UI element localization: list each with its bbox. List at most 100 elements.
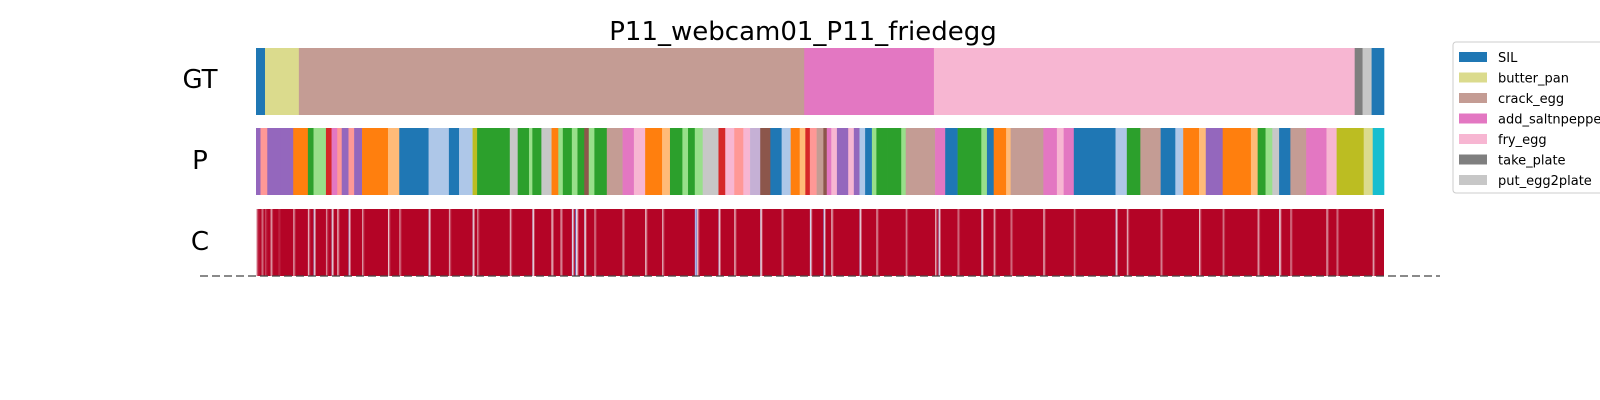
confidence-stripe-140 [735, 209, 737, 276]
confidence-stripe-133 [698, 209, 700, 276]
gt-segment-4 [933, 48, 1355, 115]
confidence-stripe-80 [509, 209, 511, 276]
confidence-stripe-168 [877, 209, 879, 276]
confidence-stripe-42 [332, 209, 334, 276]
confidence-stripe-23 [280, 209, 282, 276]
p-segment-97 [1306, 128, 1327, 195]
confidence-stripe-205 [1075, 209, 1077, 276]
confidence-stripe-139 [734, 209, 736, 276]
gt-row [256, 48, 1385, 115]
confidence-stripe-116 [623, 209, 625, 276]
confidence-stripe-165 [861, 209, 862, 276]
confidence-stripe-209 [1117, 209, 1118, 276]
confidence-stripe-69 [449, 209, 451, 276]
confidence-stripe-25 [293, 209, 295, 276]
p-segment-34 [606, 128, 623, 195]
confidence-stripe-159 [831, 209, 833, 276]
confidence-stripe-175 [935, 209, 937, 276]
confidence-stripe-19 [272, 209, 274, 276]
confidence-stripe-43 [333, 209, 335, 276]
confidence-stripe-103 [576, 209, 578, 276]
confidence-stripe-247 [1373, 209, 1375, 276]
p-segment-8 [331, 128, 338, 195]
confidence-stripe-45 [337, 209, 339, 276]
gt-segment-3 [804, 48, 935, 115]
confidence-stripe-120 [646, 209, 648, 276]
p-segment-71 [945, 128, 958, 195]
confidence-stripe-195 [1011, 209, 1012, 276]
confidence-stripe-65 [429, 209, 430, 276]
legend-label-0: SIL [1498, 51, 1518, 66]
confidence-stripe-127 [695, 209, 697, 276]
confidence-stripe-162 [859, 209, 861, 276]
confidence-stripe-86 [533, 209, 535, 276]
gt-segment-5 [1354, 48, 1363, 115]
confidence-stripe-52 [362, 209, 363, 276]
p-segment-17 [448, 128, 460, 195]
confidence-stripe-182 [957, 209, 959, 276]
confidence-stripe-183 [958, 209, 959, 276]
confidence-stripe-177 [936, 209, 938, 276]
confidence-stripe-228 [1258, 209, 1260, 276]
confidence-stripe-181 [940, 209, 941, 276]
confidence-stripe-197 [1012, 209, 1014, 276]
p-segment-19 [472, 128, 478, 195]
confidence-stripe-29 [308, 209, 310, 276]
confidence-stripe-145 [761, 209, 763, 276]
confidence-stripe-167 [876, 209, 878, 276]
p-segment-67 [887, 128, 902, 195]
confidence-stripe-122 [662, 209, 663, 276]
confidence-stripe-216 [1161, 209, 1163, 276]
confidence-stripe-212 [1127, 209, 1129, 276]
confidence-stripe-234 [1290, 209, 1292, 276]
confidence-stripe-226 [1257, 209, 1259, 276]
confidence-stripe-83 [511, 209, 513, 276]
confidence-stripe-32 [313, 209, 315, 276]
p-segment-32 [588, 128, 595, 195]
confidence-stripe-49 [349, 209, 350, 276]
confidence-stripe-24 [293, 209, 294, 276]
p-segment-27 [558, 128, 564, 195]
confidence-stripe-112 [595, 209, 597, 276]
confidence-stripe-137 [720, 209, 721, 276]
confidence-stripe-94 [561, 209, 563, 276]
confidence-stripe-176 [936, 209, 937, 276]
confidence-stripe-51 [350, 209, 351, 276]
row-label-c: C [191, 227, 209, 257]
confidence-stripe-110 [594, 209, 596, 276]
confidence-stripe-156 [824, 209, 826, 276]
legend-swatch-4 [1459, 134, 1487, 144]
confidence-stripe-114 [622, 209, 624, 276]
confidence-stripe-208 [1116, 209, 1118, 276]
confidence-stripe-217 [1162, 209, 1164, 276]
confidence-stripe-113 [596, 209, 597, 276]
confidence-stripe-75 [474, 209, 476, 276]
p-segment-44 [718, 128, 726, 195]
confidence-stripe-249 [1374, 209, 1376, 276]
confidence-stripe-68 [448, 209, 450, 276]
p-segment-2 [267, 128, 282, 195]
confidence-stripe-53 [362, 209, 364, 276]
confidence-stripe-58 [389, 209, 390, 276]
confidence-stripe-241 [1328, 209, 1329, 276]
p-segment-99 [1336, 128, 1364, 195]
legend-swatch-5 [1459, 154, 1487, 165]
confidence-stripe-38 [327, 209, 328, 276]
p-segment-36 [633, 128, 646, 195]
confidence-stripe-64 [428, 209, 430, 276]
p-segment-4 [293, 128, 309, 195]
p-segment-84 [1140, 128, 1161, 195]
confidence-stripe-202 [1073, 209, 1075, 276]
confidence-stripe-141 [735, 209, 737, 276]
confidence-stripe-148 [782, 209, 784, 276]
p-segment-81 [1073, 128, 1116, 195]
confidence-stripe-136 [719, 209, 721, 276]
confidence-stripe-54 [363, 209, 364, 276]
confidence-stripe-147 [782, 209, 783, 276]
confidence-stripe-192 [994, 209, 996, 276]
p-segment-79 [1056, 128, 1064, 195]
p-segment-57 [823, 128, 828, 195]
confidence-stripe-118 [645, 209, 646, 276]
confidence-stripe-189 [983, 209, 984, 276]
p-segment-64 [865, 128, 873, 195]
